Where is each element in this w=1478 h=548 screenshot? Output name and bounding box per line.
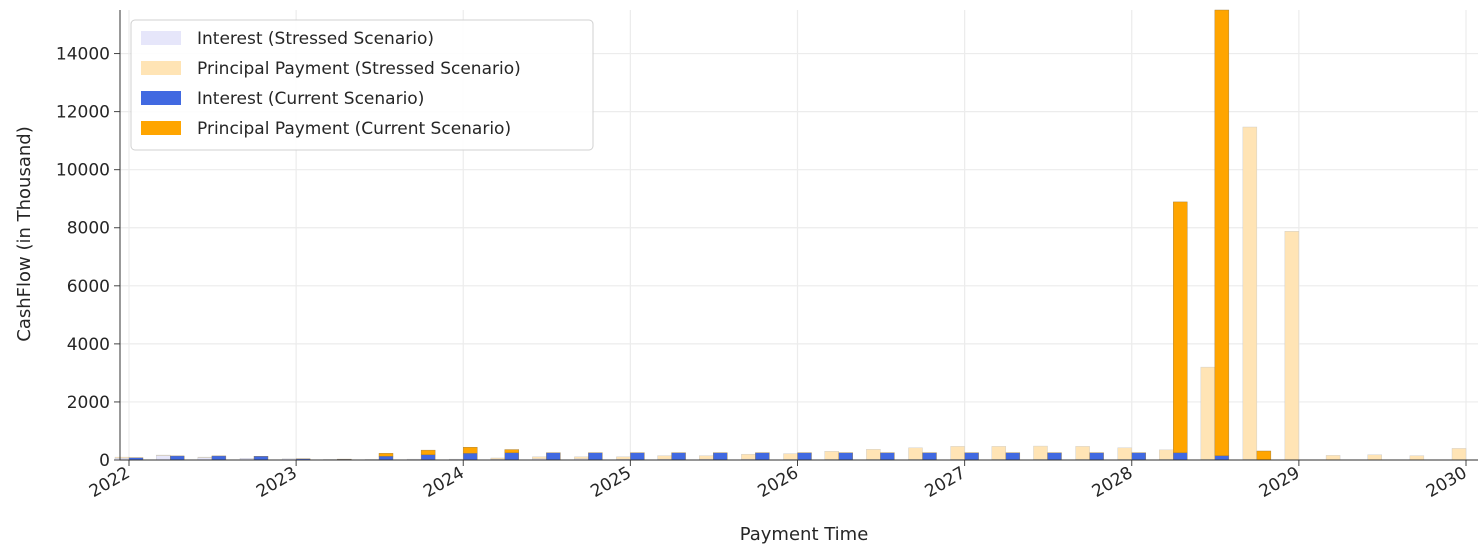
legend-label: Interest (Current Scenario) <box>197 89 424 109</box>
y-tick-label: 14000 <box>56 45 110 65</box>
bars-layer <box>114 9 1467 461</box>
bar-stressed-principal <box>1242 126 1258 460</box>
y-axis-label: CashFlow (in Thousand) <box>14 126 35 341</box>
x-tick-label: 2030 <box>1423 463 1470 502</box>
bar-current-interest <box>1173 452 1188 461</box>
legend-label: Interest (Stressed Scenario) <box>197 29 434 49</box>
bar-stressed-principal <box>1075 446 1090 460</box>
bar-current-interest <box>630 452 645 461</box>
bar-stressed-principal <box>114 456 130 459</box>
bar-stressed-principal <box>741 453 756 460</box>
bar-stressed-principal <box>866 449 881 460</box>
x-axis-label: Payment Time <box>740 524 869 544</box>
x-tick-label: 2026 <box>755 463 802 502</box>
y-tick-label: 6000 <box>67 277 110 297</box>
x-tick-label: 2027 <box>922 463 969 502</box>
y-tick-label: 10000 <box>56 161 110 181</box>
x-tick-label: 2029 <box>1256 463 1303 502</box>
bar-stressed-principal <box>824 451 839 460</box>
legend-label: Principal Payment (Stressed Scenario) <box>197 59 521 79</box>
bar-stressed-interest <box>156 455 171 461</box>
bar-stressed-principal <box>991 446 1007 460</box>
bar-current-principal <box>378 453 394 457</box>
bar-current-interest <box>504 452 520 461</box>
x-tick-label: 2028 <box>1089 463 1136 502</box>
bar-current-principal <box>420 449 436 455</box>
bar-current-interest <box>671 452 686 461</box>
bar-current-interest <box>420 454 436 461</box>
bar-stressed-principal <box>490 457 506 460</box>
bar-current-interest <box>1214 455 1230 461</box>
bar-current-interest <box>1131 452 1146 461</box>
y-tick-label: 8000 <box>67 219 110 239</box>
bar-stressed-principal <box>699 455 714 460</box>
bar-current-interest <box>1047 452 1062 461</box>
bar-stressed-principal <box>1200 366 1216 460</box>
x-tick-label: 2023 <box>253 463 300 502</box>
bar-stressed-principal <box>657 455 672 460</box>
bar-current-interest <box>546 452 561 461</box>
bar-current-interest <box>922 452 937 461</box>
bar-current-principal <box>1173 201 1188 453</box>
bar-stressed-principal <box>1117 447 1132 460</box>
bar-stressed-principal <box>1033 445 1048 460</box>
bar-stressed-principal <box>616 456 631 460</box>
bar-current-interest <box>797 452 812 461</box>
x-tick-label: 2024 <box>420 463 467 502</box>
bar-current-interest <box>713 452 728 461</box>
bar-current-interest <box>880 452 895 461</box>
legend-box <box>130 19 594 151</box>
bar-stressed-principal <box>1159 449 1174 460</box>
legend: Interest (Stressed Scenario) Principal Pa… <box>130 19 594 151</box>
bar-current-principal <box>463 447 478 454</box>
y-tick-label: 2000 <box>67 393 110 413</box>
y-tick-label: 12000 <box>56 103 110 123</box>
bar-current-interest <box>211 455 227 461</box>
y-tick-label: 4000 <box>67 335 110 355</box>
bar-stressed-principal <box>950 446 965 460</box>
y-tick-label: 0 <box>99 451 110 471</box>
bar-current-interest <box>755 452 770 461</box>
bar-stressed-principal <box>574 456 589 460</box>
legend-swatch <box>141 121 181 135</box>
bar-current-interest <box>838 452 853 461</box>
bar-stressed-principal <box>1325 455 1341 461</box>
bar-current-interest <box>1089 452 1104 461</box>
legend-swatch <box>141 31 181 45</box>
bar-current-principal <box>1214 9 1230 456</box>
bar-stressed-principal <box>783 453 798 460</box>
bar-current-principal <box>504 449 520 453</box>
legend-swatch <box>141 61 181 75</box>
bar-stressed-principal <box>197 456 213 458</box>
bar-current-interest <box>253 456 269 461</box>
bar-stressed-principal <box>1451 448 1467 461</box>
bar-stressed-principal <box>1409 455 1425 461</box>
bar-stressed-principal <box>908 447 923 460</box>
x-tick-label: 2025 <box>587 463 634 502</box>
bar-current-interest <box>463 453 478 461</box>
bar-current-interest <box>378 456 394 461</box>
legend-label: Principal Payment (Current Scenario) <box>197 119 511 139</box>
bar-stressed-principal <box>1284 231 1300 461</box>
bar-stressed-principal <box>156 454 171 456</box>
bar-current-principal <box>1256 450 1272 461</box>
bar-current-interest <box>588 452 603 461</box>
bar-current-interest <box>1005 452 1021 461</box>
bar-current-interest <box>170 455 185 461</box>
bar-stressed-principal <box>1367 454 1382 461</box>
legend-swatch <box>141 91 181 105</box>
bar-stressed-principal <box>532 456 547 460</box>
bar-current-interest <box>964 452 979 461</box>
